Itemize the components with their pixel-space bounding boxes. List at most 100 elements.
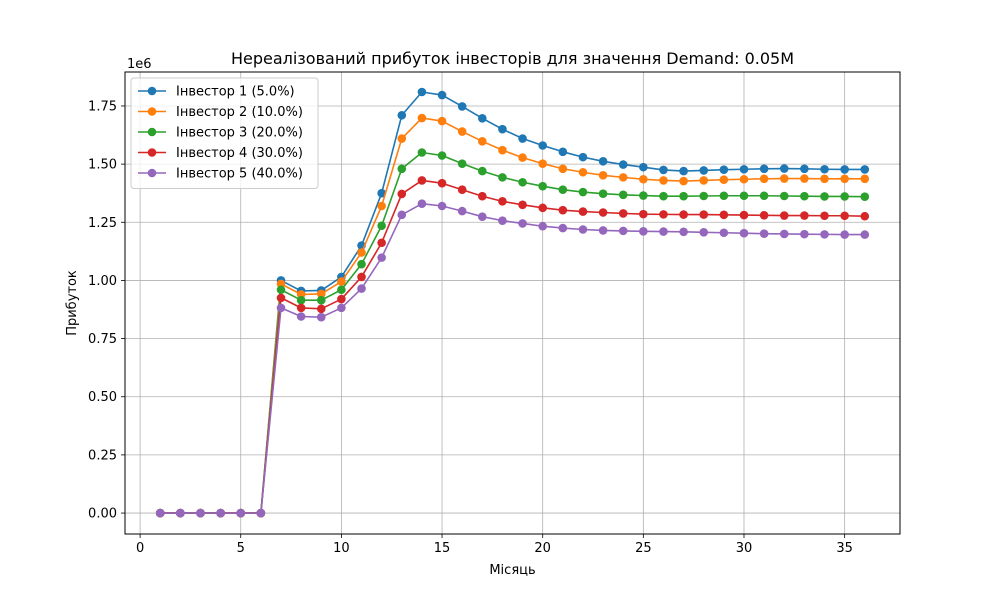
data-point	[417, 148, 427, 157]
data-point	[296, 303, 306, 313]
data-point	[840, 174, 849, 184]
x-tick-label: 10	[333, 541, 350, 556]
data-point	[478, 137, 487, 146]
legend-label: Інвестор 5 (40.0%)	[176, 167, 303, 182]
data-point	[820, 211, 829, 221]
data-point	[639, 162, 648, 172]
data-point	[558, 205, 568, 215]
data-point	[437, 201, 447, 211]
data-point	[840, 192, 849, 201]
data-point	[719, 210, 729, 220]
data-point	[779, 174, 789, 183]
data-point	[820, 164, 829, 174]
data-point	[377, 238, 386, 248]
y-tick-label: 1.50	[88, 158, 117, 173]
data-point	[659, 176, 668, 185]
data-point	[759, 229, 769, 238]
x-tick-label: 20	[534, 541, 551, 556]
data-point	[739, 164, 749, 174]
data-point	[538, 181, 547, 191]
data-point	[417, 176, 427, 185]
data-point	[457, 206, 467, 216]
data-point	[377, 253, 386, 262]
data-point	[457, 127, 467, 136]
data-point	[719, 228, 729, 238]
data-point	[558, 164, 568, 174]
legend-item: Інвестор 5 (40.0%)	[138, 167, 303, 182]
data-point	[397, 210, 407, 220]
x-tick-label: 30	[736, 541, 753, 556]
data-point	[498, 173, 507, 182]
data-point	[417, 87, 427, 97]
data-point	[316, 304, 326, 314]
x-axis-label: Місяць	[489, 563, 535, 578]
data-point	[820, 230, 829, 239]
data-point	[618, 226, 628, 236]
data-point	[659, 227, 668, 236]
data-point	[699, 210, 709, 219]
data-point	[337, 294, 346, 304]
y-tick-label: 0.50	[88, 390, 117, 405]
legend-label: Інвестор 2 (10.0%)	[176, 105, 303, 120]
legend-item: Інвестор 4 (30.0%)	[138, 146, 303, 161]
data-point	[437, 151, 447, 160]
legend-item: Інвестор 1 (5.0%)	[138, 85, 295, 100]
data-point	[699, 176, 709, 185]
data-point	[578, 187, 588, 197]
data-point	[478, 113, 487, 123]
data-point	[437, 90, 447, 100]
x-tick-label: 25	[635, 541, 652, 556]
data-point	[518, 134, 527, 143]
data-point	[578, 167, 588, 177]
data-point	[779, 191, 789, 201]
data-point	[779, 211, 789, 220]
data-point	[639, 209, 648, 219]
data-point	[357, 272, 366, 282]
x-tick-label: 35	[836, 541, 853, 556]
series-4	[155, 176, 870, 518]
data-point	[679, 191, 688, 201]
data-point	[800, 191, 809, 201]
data-point	[558, 147, 568, 157]
data-point	[357, 248, 366, 257]
data-point	[296, 312, 306, 321]
data-point	[397, 164, 407, 174]
data-point	[739, 210, 749, 220]
legend-label: Інвестор 4 (30.0%)	[176, 146, 303, 161]
data-point	[719, 165, 729, 175]
data-point	[679, 210, 688, 219]
data-point	[498, 124, 507, 134]
y-ticks: 0.00 0.25 0.50 0.75 1.00 1.25 1.50 1.75	[88, 99, 125, 522]
data-point	[860, 165, 870, 174]
y-axis-multiplier: 1e6	[127, 57, 152, 72]
data-point	[598, 170, 608, 180]
data-point	[478, 166, 487, 176]
data-point	[457, 102, 467, 111]
data-point	[337, 277, 346, 286]
data-point	[498, 197, 507, 206]
data-point	[377, 188, 386, 198]
data-point	[598, 208, 608, 217]
data-point	[800, 211, 809, 220]
legend-marker	[147, 127, 157, 137]
data-point	[498, 145, 507, 155]
data-point	[739, 174, 749, 184]
data-point	[437, 178, 447, 188]
data-point	[719, 191, 729, 201]
data-point	[840, 211, 849, 221]
data-point	[759, 210, 769, 220]
legend-label: Інвестор 1 (5.0%)	[176, 85, 295, 100]
data-point	[457, 159, 467, 168]
data-point	[357, 259, 366, 269]
data-point	[518, 177, 527, 187]
data-point	[538, 203, 547, 213]
data-point	[397, 110, 407, 120]
data-point	[759, 174, 769, 184]
data-point	[155, 508, 165, 518]
data-point	[659, 191, 668, 201]
data-point	[558, 223, 568, 233]
data-point	[578, 207, 588, 216]
data-point	[538, 221, 547, 231]
legend-item: Інвестор 3 (20.0%)	[138, 126, 303, 141]
